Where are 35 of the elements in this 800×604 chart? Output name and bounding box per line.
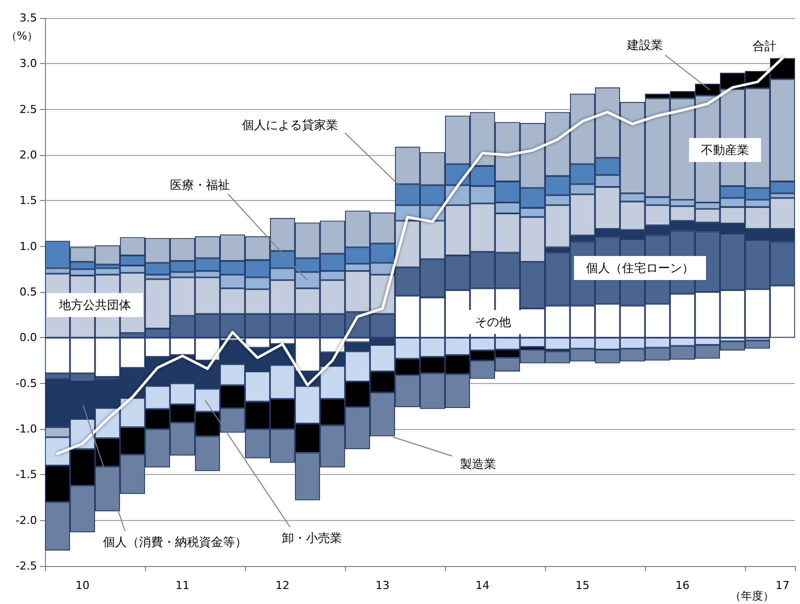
y-tick-label: -1.5 xyxy=(16,468,37,482)
y-tick-label: -2.0 xyxy=(16,514,37,527)
y-tick-label: 0.0 xyxy=(20,331,37,344)
text: 個人による貸家業 xyxy=(242,118,338,132)
y-tick-label: 0.5 xyxy=(20,286,37,298)
y-tick-label: 2.0 xyxy=(20,148,37,162)
y-tick-label: 1.5 xyxy=(20,194,37,208)
series-label: その他 xyxy=(475,315,511,329)
text: 製造業 xyxy=(460,457,496,471)
x-tick-label: 15 xyxy=(576,579,590,592)
y-tick-label: -2.5 xyxy=(16,560,37,572)
series-label: 地方公共団体 xyxy=(58,298,131,312)
x-tick-label: 14 xyxy=(476,579,490,592)
x-tick-label: 10 xyxy=(76,579,90,592)
x-axis-title: （年度） xyxy=(730,590,774,602)
x-tick-label: 12 xyxy=(276,579,290,592)
x-tick-label: 17 xyxy=(776,579,790,592)
series-label: 個人（住宅ローン） xyxy=(586,261,694,275)
y-tick-label: 1.0 xyxy=(20,240,37,253)
x-tick-label: 13 xyxy=(376,579,390,592)
text: 卸・小売業 xyxy=(282,531,342,545)
text: 建設業 xyxy=(626,38,663,52)
y-tick-label: 3.5 xyxy=(20,12,37,24)
text: 個人（消費・納税資金等） xyxy=(103,535,247,549)
y-tick-label: -1.0 xyxy=(16,422,37,436)
y-tick-label: 3.0 xyxy=(20,57,37,70)
x-tick-label: 16 xyxy=(676,579,690,592)
text: 医療・福祉 xyxy=(170,178,230,192)
series-label: 合計 xyxy=(752,39,776,54)
y-tick-label: -0.5 xyxy=(16,376,37,390)
x-tick-label: 11 xyxy=(176,579,190,592)
y-axis-title: （%） xyxy=(6,30,38,42)
y-tick-label: 2.5 xyxy=(20,102,37,116)
line-series xyxy=(56,56,784,455)
series-label: 不動産業 xyxy=(701,143,749,157)
